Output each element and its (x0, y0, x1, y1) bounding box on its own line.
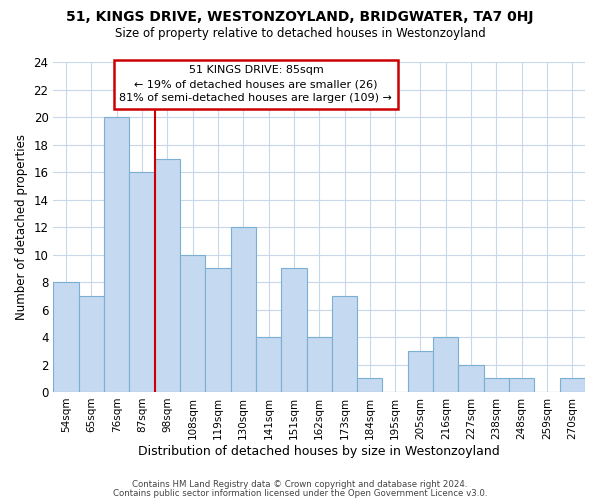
Bar (281, 268, 307, 392)
Bar (509, 378, 535, 392)
Bar (357, 378, 382, 392)
Bar (155, 158, 180, 392)
X-axis label: Distribution of detached houses by size in Westonzoyland: Distribution of detached houses by size … (139, 444, 500, 458)
Bar (130, 172, 155, 392)
Bar (104, 118, 130, 392)
Bar (53, 282, 79, 392)
Bar (256, 337, 281, 392)
Bar (408, 351, 433, 392)
Bar (307, 337, 332, 392)
Bar (230, 227, 256, 392)
Bar (484, 378, 509, 392)
Bar (458, 364, 484, 392)
Bar (79, 296, 104, 392)
Text: 51 KINGS DRIVE: 85sqm
← 19% of detached houses are smaller (26)
81% of semi-deta: 51 KINGS DRIVE: 85sqm ← 19% of detached … (119, 65, 392, 103)
Bar (332, 296, 357, 392)
Text: Contains HM Land Registry data © Crown copyright and database right 2024.: Contains HM Land Registry data © Crown c… (132, 480, 468, 489)
Bar (180, 254, 205, 392)
Bar (205, 268, 230, 392)
Y-axis label: Number of detached properties: Number of detached properties (15, 134, 28, 320)
Bar (433, 337, 458, 392)
Text: 51, KINGS DRIVE, WESTONZOYLAND, BRIDGWATER, TA7 0HJ: 51, KINGS DRIVE, WESTONZOYLAND, BRIDGWAT… (66, 10, 534, 24)
Text: Contains public sector information licensed under the Open Government Licence v3: Contains public sector information licen… (113, 489, 487, 498)
Bar (560, 378, 585, 392)
Text: Size of property relative to detached houses in Westonzoyland: Size of property relative to detached ho… (115, 28, 485, 40)
